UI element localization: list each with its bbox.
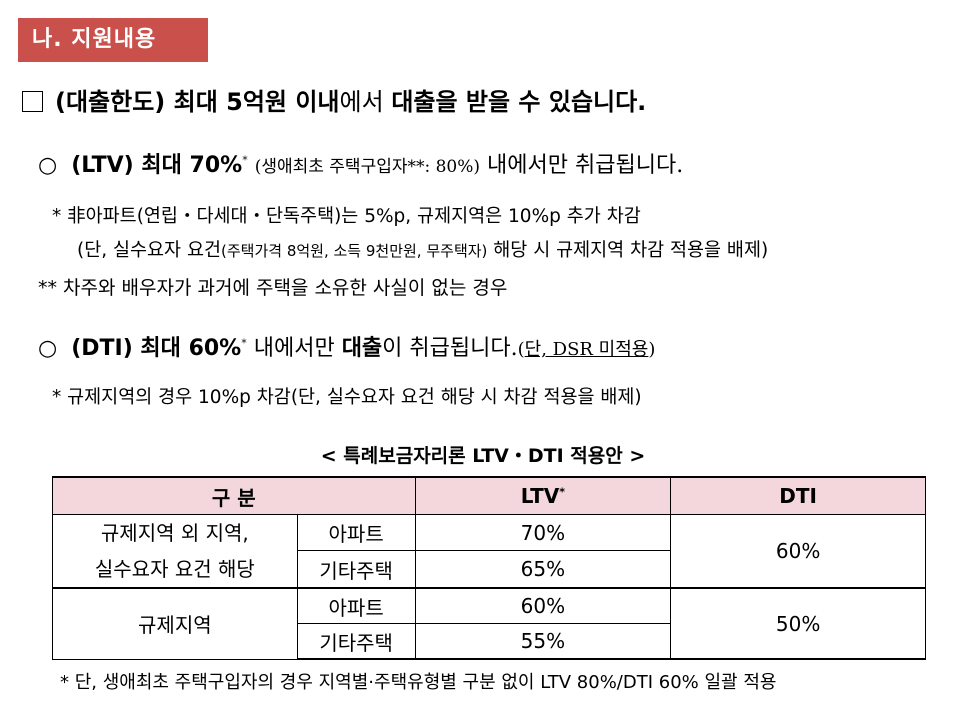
section-tag: 나. 지원내용	[18, 18, 208, 62]
header-ltv-label: LTV	[520, 484, 560, 508]
dti-bold: 대출	[341, 336, 383, 361]
ltv-rest: 내에서만 취급됩니다.	[487, 153, 684, 178]
housing-type-cell: 아파트	[296, 587, 416, 624]
housing-type-cell: 기타주택	[296, 623, 416, 660]
heading-part3: 대출을 받을 수 있습니다.	[391, 88, 647, 116]
ltv-line: ○ (LTV) 최대 70%* (생애최초 주택구입자**: 80%) 내에서만 …	[38, 147, 683, 179]
dti-cell: 50%	[670, 587, 926, 660]
circle-bullet-icon: ○	[38, 336, 58, 361]
ltv-footnote-2-start: (단, 실수요자 요건	[77, 240, 221, 261]
ltv-footnote-1: * 非아파트(연립・다세대・단독주택)는 5%p, 규제지역은 10%p 추가 …	[52, 206, 641, 227]
dti-footnote: * 규제지역의 경우 10%p 차감(단, 실수요자 요건 해당 시 차감 적용…	[52, 387, 642, 408]
heading-part1: (대출한도) 최대 5억원 이내	[55, 88, 340, 116]
header-ltv-mark: *	[559, 485, 566, 499]
ltv-cell: 70%	[414, 513, 672, 552]
dti-paren-close: )	[648, 339, 656, 360]
dti-rest: 이 취급됩니다.	[382, 336, 518, 361]
table-row: 규제지역 외 지역, 실수요자 요건 해당 아파트 70% 60%	[52, 513, 926, 589]
header-ltv: LTV*	[414, 476, 672, 515]
dti-mid: 내에서만	[246, 336, 342, 361]
dti-label: (DTI) 최대 60%	[71, 336, 242, 361]
dti-paren-open: (	[517, 339, 525, 360]
table-row: 규제지역 아파트 60% 50%	[52, 587, 926, 660]
group-name-line1: 규제지역 외 지역,	[100, 521, 249, 545]
table-footnote: * 단, 생애최초 주택구입자의 경우 지역별·주택유형별 구분 없이 LTV …	[60, 672, 777, 693]
table-title: < 특례보금자리론 LTV・DTI 적용안 >	[320, 445, 646, 467]
group-name-line1: 규제지역	[138, 613, 212, 638]
ltv-label: (LTV) 최대 70%	[71, 153, 243, 178]
heading-part2: 에서	[339, 88, 392, 116]
ltv-cell: 60%	[414, 587, 672, 624]
ltv-note: (생애최초 주택구입자**: 80%)	[254, 157, 481, 177]
housing-type-cell: 기타주택	[296, 550, 416, 589]
header-dti: DTI	[670, 476, 926, 515]
circle-bullet-icon: ○	[38, 153, 58, 178]
table-header-row: 구 분 LTV* DTI	[52, 476, 926, 515]
ltv-cell: 65%	[414, 550, 672, 589]
table-row: 기타주택 65%	[53, 550, 926, 589]
ltv-footnote-2: (단, 실수요자 요건(주택가격 8억원, 소득 9천만원, 무주택자) 해당 …	[77, 236, 768, 262]
main-heading: (대출한도) 최대 5억원 이내에서 대출을 받을 수 있습니다.	[22, 82, 646, 117]
housing-type-cell: 아파트	[296, 513, 416, 552]
ltv-mark: *	[242, 153, 248, 167]
ltv-footnote-3: ** 차주와 배우자가 과거에 주택을 소유한 사실이 없는 경우	[38, 277, 508, 299]
dti-cell: 60%	[670, 514, 926, 589]
dti-mark: *	[241, 336, 247, 350]
ltv-dti-table: 구 분 LTV* DTI 규제지역 외 지역, 실수요자 요건 해당 아파트 7…	[52, 476, 926, 660]
group-name-line2: 실수요자 요건 해당	[94, 557, 255, 581]
ltv-footnote-2-end: 해당 시 규제지역 차감 적용을 배제)	[487, 240, 769, 261]
table-row: 기타주택 55%	[53, 623, 926, 660]
group-name-cell: 규제지역	[52, 587, 298, 660]
dti-line: ○ (DTI) 최대 60%* 내에서만 대출이 취급됩니다.(단, DSR 미적…	[38, 330, 655, 362]
header-category: 구 분	[52, 476, 416, 515]
ltv-cell: 55%	[414, 623, 672, 660]
group-name-cell: 규제지역 외 지역, 실수요자 요건 해당	[52, 514, 298, 589]
ltv-footnote-2-small: (주택가격 8억원, 소득 9천만원, 무주택자)	[221, 242, 488, 260]
dti-underlined: 단, DSR 미적용	[524, 339, 649, 360]
checkbox-square-icon	[22, 91, 43, 112]
